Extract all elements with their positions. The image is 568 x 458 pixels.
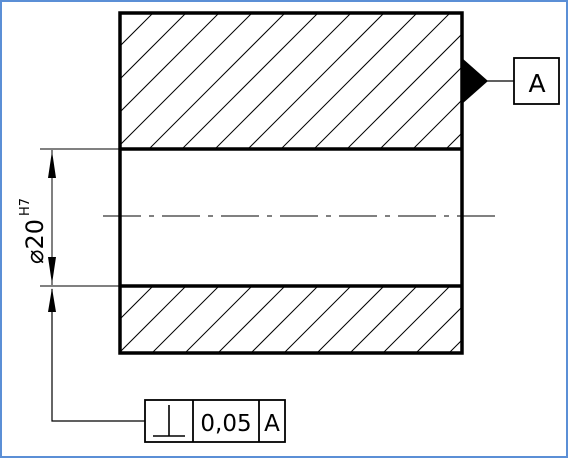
hatch-line (349, 286, 418, 353)
datum-feature-symbol: A (462, 57, 560, 105)
datum-letter: A (528, 69, 545, 98)
hatch-line (412, 99, 462, 149)
hatch-line (214, 13, 352, 149)
section-hatching-bottom (120, 286, 568, 353)
tolerance-class: H7 (18, 198, 33, 216)
diameter-symbol: ⌀ (21, 250, 49, 264)
hatch-line (148, 13, 286, 149)
hatch-line (120, 13, 121, 14)
hatch-line (316, 286, 385, 353)
feature-control-frame: 0,05 A (144, 399, 286, 443)
hatch-line (313, 13, 451, 149)
hatch-line (120, 13, 187, 80)
hatch-line (120, 286, 121, 287)
hatch-line (151, 286, 220, 353)
diameter-value: 20 (21, 219, 49, 250)
hatch-line (482, 286, 549, 353)
hatch-line (382, 286, 451, 353)
leader-arrow-icon (48, 288, 56, 312)
hatch-line (415, 306, 462, 353)
datum-triangle-icon (462, 58, 488, 104)
hatch-line (217, 286, 286, 353)
section-hatching-top (120, 13, 462, 149)
part-outline (118, 11, 464, 355)
hatch-line (283, 286, 352, 353)
tolerance-value: 0,05 (200, 411, 251, 437)
diameter-dimension: ⌀20 H7 (18, 148, 120, 287)
hatch-line (184, 286, 253, 353)
hatch-line (120, 286, 154, 320)
datum-reference: A (264, 411, 280, 437)
dimension-arrow-bottom-icon (48, 257, 56, 284)
dimension-arrow-top-icon (48, 151, 56, 178)
hatch-line (280, 13, 418, 149)
svg-text:⌀20H7: ⌀20 H7 (18, 198, 49, 264)
hatch-line (120, 13, 154, 47)
hatch-line (247, 13, 385, 149)
hatch-line (379, 66, 462, 149)
hatch-line (120, 13, 220, 113)
hatch-line (250, 286, 319, 353)
hatch-line (448, 339, 462, 353)
datum-letter-box (513, 57, 560, 105)
hatch-line (515, 286, 568, 353)
leader-line (51, 289, 145, 422)
hatch-line (120, 13, 253, 146)
hatch-line (120, 286, 187, 353)
hatch-line (181, 13, 319, 149)
perpendicularity-icon (153, 405, 185, 437)
